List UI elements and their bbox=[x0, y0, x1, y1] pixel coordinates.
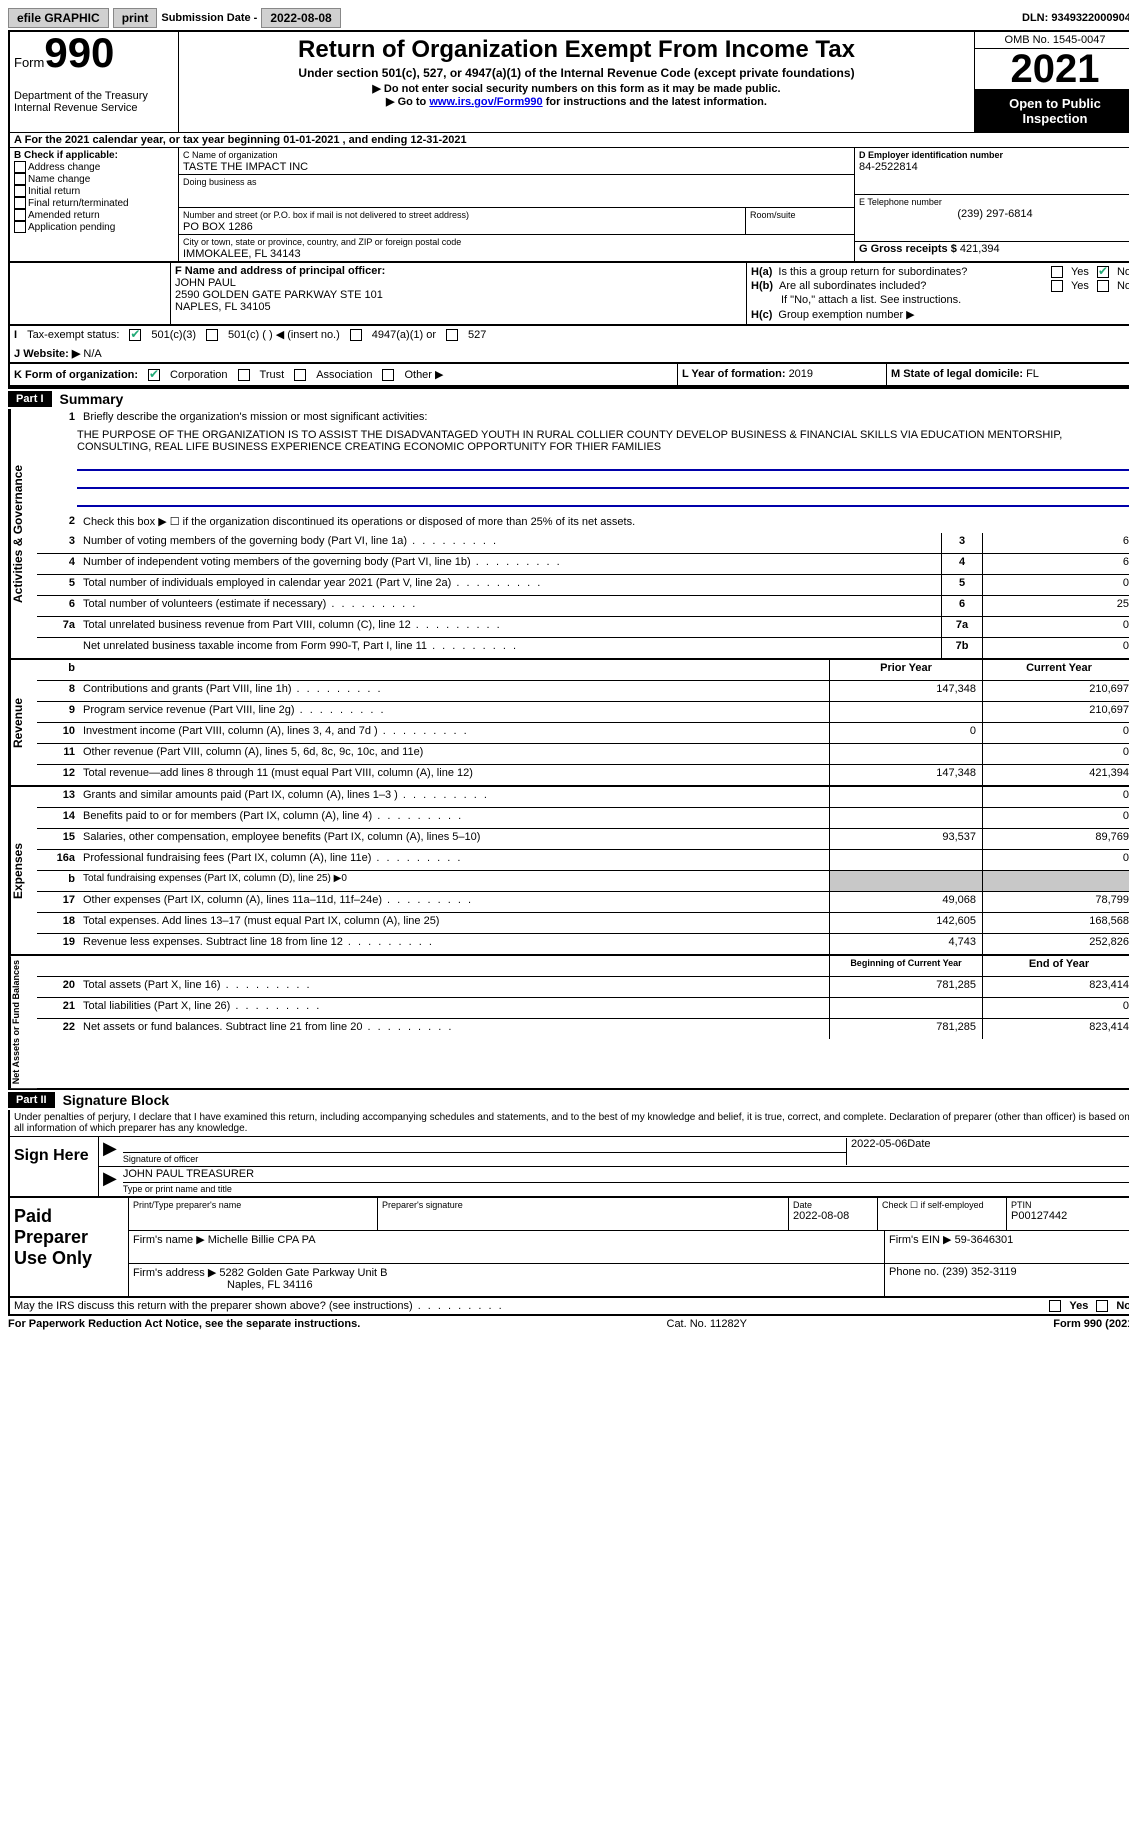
chk-527[interactable] bbox=[446, 329, 458, 341]
chk-name[interactable] bbox=[14, 173, 26, 185]
sig-date: 2022-05-06 bbox=[851, 1138, 907, 1150]
line-k: K Form of organization: Corporation Trus… bbox=[8, 364, 1129, 387]
section-fh: F Name and address of principal officer:… bbox=[8, 263, 1129, 326]
note-ssn: ▶ Do not enter social security numbers o… bbox=[183, 82, 970, 95]
chk-501c[interactable] bbox=[206, 329, 218, 341]
sign-here-label: Sign Here bbox=[10, 1136, 98, 1196]
mission-text: THE PURPOSE OF THE ORGANIZATION IS TO AS… bbox=[37, 429, 1129, 513]
line-a: A For the 2021 calendar year, or tax yea… bbox=[8, 132, 1129, 147]
dept-treasury: Department of the Treasury Internal Reve… bbox=[14, 90, 174, 114]
ptin: P00127442 bbox=[1011, 1210, 1067, 1222]
chk-assoc[interactable] bbox=[294, 369, 306, 381]
print-btn[interactable]: print bbox=[113, 8, 158, 28]
chk-other[interactable] bbox=[382, 369, 394, 381]
street: PO BOX 1286 bbox=[183, 221, 741, 233]
hb-yes[interactable] bbox=[1051, 280, 1063, 292]
sub-date: 2022-08-08 bbox=[261, 8, 340, 28]
chk-address[interactable] bbox=[14, 161, 26, 173]
form-word: Form bbox=[14, 55, 44, 70]
state-domicile: FL bbox=[1026, 368, 1039, 380]
col-b: B Check if applicable: Address change Na… bbox=[10, 148, 179, 261]
gross-receipts: 421,394 bbox=[960, 243, 1000, 255]
bottom-note: For Paperwork Reduction Act Notice, see … bbox=[8, 1316, 1129, 1332]
firm-phone: (239) 352-3119 bbox=[942, 1266, 1016, 1278]
col-c: C Name of organizationTASTE THE IMPACT I… bbox=[179, 148, 854, 261]
section-bcd: B Check if applicable: Address change Na… bbox=[8, 147, 1129, 263]
tax-year: 2021 bbox=[975, 49, 1129, 90]
chk-501c3[interactable] bbox=[129, 329, 141, 341]
ein: 84-2522814 bbox=[859, 161, 918, 173]
chk-final[interactable] bbox=[14, 197, 26, 209]
form-header: Form 990 Department of the Treasury Inte… bbox=[8, 30, 1129, 132]
expenses-section: Expenses 13Grants and similar amounts pa… bbox=[8, 787, 1129, 956]
netassets-section: Net Assets or Fund Balances Beginning of… bbox=[8, 956, 1129, 1090]
chk-corp[interactable] bbox=[148, 369, 160, 381]
org-name: TASTE THE IMPACT INC bbox=[183, 161, 850, 173]
chk-amended[interactable] bbox=[14, 209, 26, 221]
firm-ein: 59-3646301 bbox=[955, 1234, 1014, 1246]
top-bar: efile GRAPHIC print Submission Date - 20… bbox=[8, 8, 1129, 28]
city: IMMOKALEE, FL 34143 bbox=[183, 248, 850, 260]
col-d: D Employer identification number84-25228… bbox=[854, 148, 1129, 261]
activities-governance: Activities & Governance 1Briefly describ… bbox=[8, 409, 1129, 660]
discuss-row: May the IRS discuss this return with the… bbox=[8, 1298, 1129, 1316]
discuss-yes[interactable] bbox=[1049, 1300, 1061, 1312]
chk-trust[interactable] bbox=[238, 369, 250, 381]
part1-header: Part I Summary bbox=[8, 387, 1129, 409]
v3: 6 bbox=[982, 533, 1129, 553]
arrow-icon: ▶ bbox=[103, 1168, 117, 1195]
discuss-no[interactable] bbox=[1096, 1300, 1108, 1312]
firm-name: Michelle Billie CPA PA bbox=[208, 1234, 316, 1246]
note-link: ▶ Go to www.irs.gov/Form990 for instruct… bbox=[183, 95, 970, 108]
sub-label: Submission Date - bbox=[161, 12, 257, 24]
chk-initial[interactable] bbox=[14, 185, 26, 197]
form-number: 990 bbox=[44, 34, 114, 72]
chk-4947[interactable] bbox=[350, 329, 362, 341]
form-title: Return of Organization Exempt From Incom… bbox=[183, 36, 970, 64]
officer-name-title: JOHN PAUL TREASURER bbox=[123, 1168, 1129, 1183]
ha-yes[interactable] bbox=[1051, 266, 1063, 278]
dln: DLN: 93493220009042 bbox=[1022, 12, 1129, 24]
officer-name: JOHN PAUL bbox=[175, 277, 236, 289]
telephone: (239) 297-6814 bbox=[859, 208, 1129, 220]
ha-no[interactable] bbox=[1097, 266, 1109, 278]
revenue-section: Revenue bPrior YearCurrent Year 8Contrib… bbox=[8, 660, 1129, 787]
website: N/A bbox=[83, 348, 101, 360]
line-ij: ITax-exempt status: 501(c)(3) 501(c) ( )… bbox=[8, 326, 1129, 364]
efile-btn[interactable]: efile GRAPHIC bbox=[8, 8, 109, 28]
year-formation: 2019 bbox=[789, 368, 813, 380]
prep-date: 2022-08-08 bbox=[793, 1210, 849, 1222]
chk-pending[interactable] bbox=[14, 221, 26, 233]
hb-no[interactable] bbox=[1097, 280, 1109, 292]
open-public: Open to Public Inspection bbox=[975, 90, 1129, 132]
irs-link[interactable]: www.irs.gov/Form990 bbox=[429, 96, 542, 108]
arrow-icon: ▶ bbox=[103, 1138, 117, 1165]
paid-preparer: Paid Preparer Use Only Print/Type prepar… bbox=[8, 1198, 1129, 1298]
signature-block: Under penalties of perjury, I declare th… bbox=[8, 1110, 1129, 1198]
part2-header: Part II Signature Block bbox=[8, 1090, 1129, 1110]
form-subtitle: Under section 501(c), 527, or 4947(a)(1)… bbox=[183, 66, 970, 80]
